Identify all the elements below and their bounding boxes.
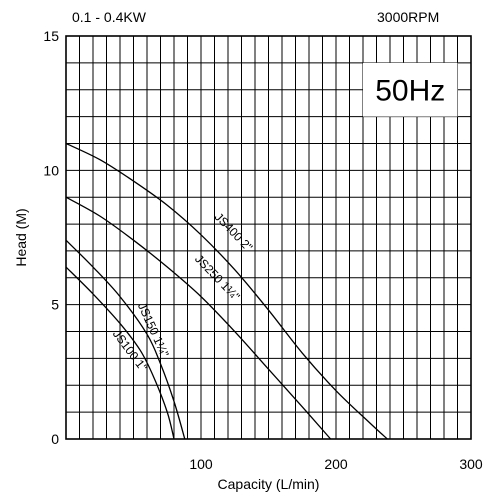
curve-line	[65, 142, 388, 440]
x-tick-label: 300	[459, 456, 483, 472]
y-tick-label: 5	[51, 297, 59, 313]
y-tick-label: 0	[51, 431, 59, 447]
curve-labels: JS400 2"JS250 1¼"JS150 1¼"JS100 1"	[110, 210, 256, 374]
rpm-label: 3000RPM	[377, 9, 439, 25]
curve-line	[65, 196, 332, 440]
frequency-label: 50Hz	[375, 75, 445, 108]
x-tick-label: 200	[324, 456, 348, 472]
power-range-label: 0.1 - 0.4KW	[72, 9, 147, 25]
tick-labels: 0 5 10 15 100 200 300	[43, 28, 482, 472]
x-tick-label: 100	[189, 456, 213, 472]
performance-curves	[65, 142, 388, 440]
curve-label: JS100 1"	[110, 327, 150, 374]
x-axis-title: Capacity (L/min)	[218, 476, 320, 492]
y-tick-label: 15	[43, 28, 59, 44]
y-axis-title: Head (M)	[13, 208, 29, 266]
curve-line	[65, 239, 186, 440]
frequency-box	[363, 62, 458, 117]
plot-frame	[65, 35, 472, 440]
curve-line	[65, 266, 175, 440]
curve-label: JS400 2"	[212, 210, 256, 254]
y-tick-label: 10	[43, 162, 59, 178]
